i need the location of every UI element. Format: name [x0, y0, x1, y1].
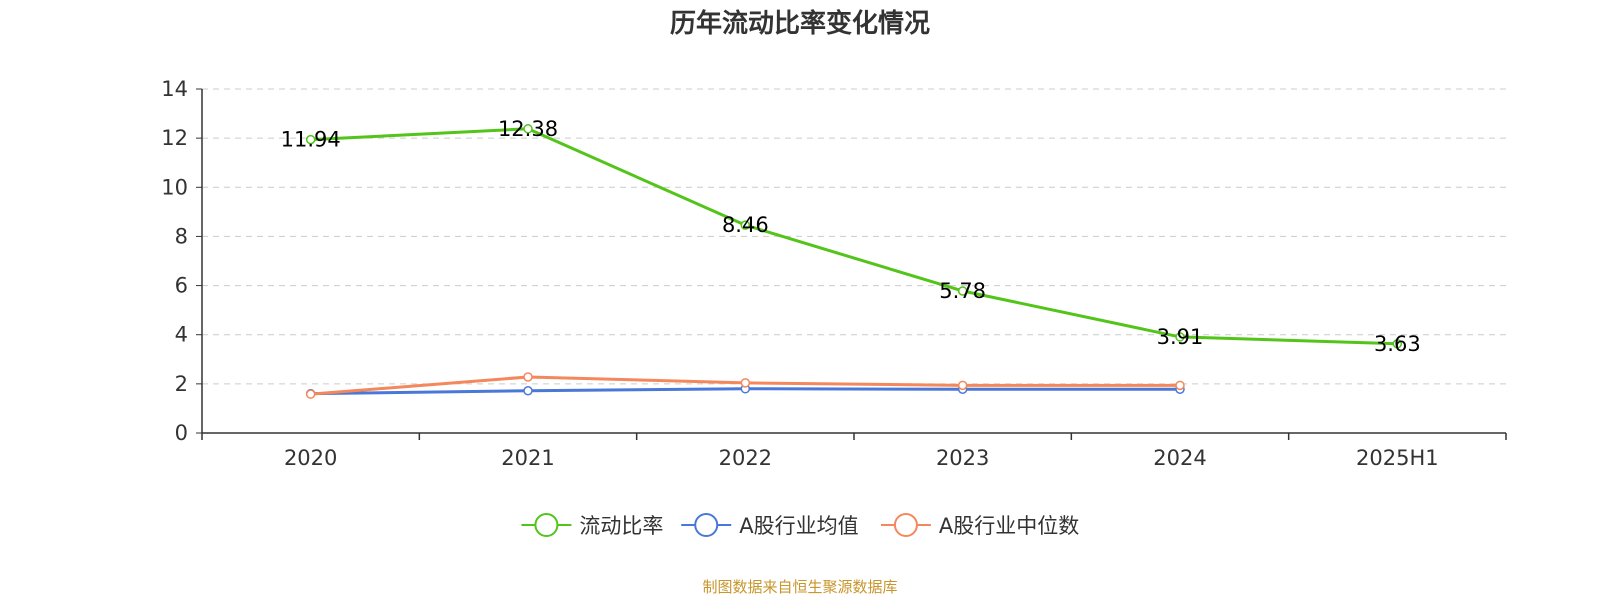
data-point [1175, 380, 1185, 391]
data-point [957, 380, 968, 391]
legend-item: A股行业中位数 [880, 513, 1079, 538]
legend-marker-icon [893, 513, 918, 537]
y-tick-label: 14 [161, 77, 188, 101]
y-tick-label: 8 [175, 224, 188, 248]
legend-label: 流动比率 [579, 514, 663, 538]
data-point [740, 220, 751, 230]
data-point [1392, 339, 1403, 349]
data-label: 11.94 [281, 128, 341, 152]
x-tick-label: 2025H1 [1356, 446, 1439, 470]
y-tick-label: 4 [175, 323, 188, 347]
data-point [1175, 332, 1185, 342]
legend-label: A股行业中位数 [939, 514, 1079, 538]
source-note: 制图数据来自恒生聚源数据库 [702, 578, 897, 596]
series-line-0 [310, 127, 1398, 346]
data-label: 3.91 [1157, 325, 1204, 349]
axes: 0 2 4 6 8 10 12 14 2020 2021 2022 2023 2024 2025H1 [161, 77, 1507, 470]
y-tick-label: 0 [175, 421, 188, 445]
data-point [740, 378, 751, 388]
x-tick-label: 2021 [501, 446, 554, 470]
legend-marker-icon [694, 513, 719, 537]
data-label: 8.46 [722, 213, 769, 237]
data-label: 3.63 [1374, 332, 1421, 356]
y-tick-label: 12 [161, 126, 188, 150]
chart-title: 历年流动比率变化情况 [670, 8, 930, 39]
data-label: 12.38 [498, 117, 558, 141]
data-point [305, 134, 316, 145]
legend-marker-icon [534, 513, 559, 537]
x-tick-label: 2024 [1153, 446, 1206, 470]
data-point [305, 389, 316, 399]
data-point [523, 124, 533, 134]
data-label: 5.78 [939, 279, 986, 303]
x-tick-label: 2020 [284, 446, 337, 470]
data-labels: 11.94 12.38 8.46 5.78 3.91 3.63 [281, 117, 1421, 356]
y-tick-label: 2 [175, 372, 188, 396]
series-group [305, 124, 1403, 399]
y-tick-label: 10 [161, 175, 188, 199]
x-tick-label: 2022 [719, 446, 772, 470]
data-point [523, 385, 533, 396]
x-tick-label: 2023 [936, 446, 989, 470]
legend-item: 流动比率 [521, 513, 663, 538]
y-tick-label: 6 [175, 274, 188, 298]
data-point [957, 286, 968, 296]
legend-item: A股行业均值 [681, 513, 859, 538]
data-point [523, 372, 533, 382]
legend: 流动比率 A股行业均值 A股行业中位数 [521, 513, 1079, 538]
legend-label: A股行业均值 [739, 514, 858, 538]
